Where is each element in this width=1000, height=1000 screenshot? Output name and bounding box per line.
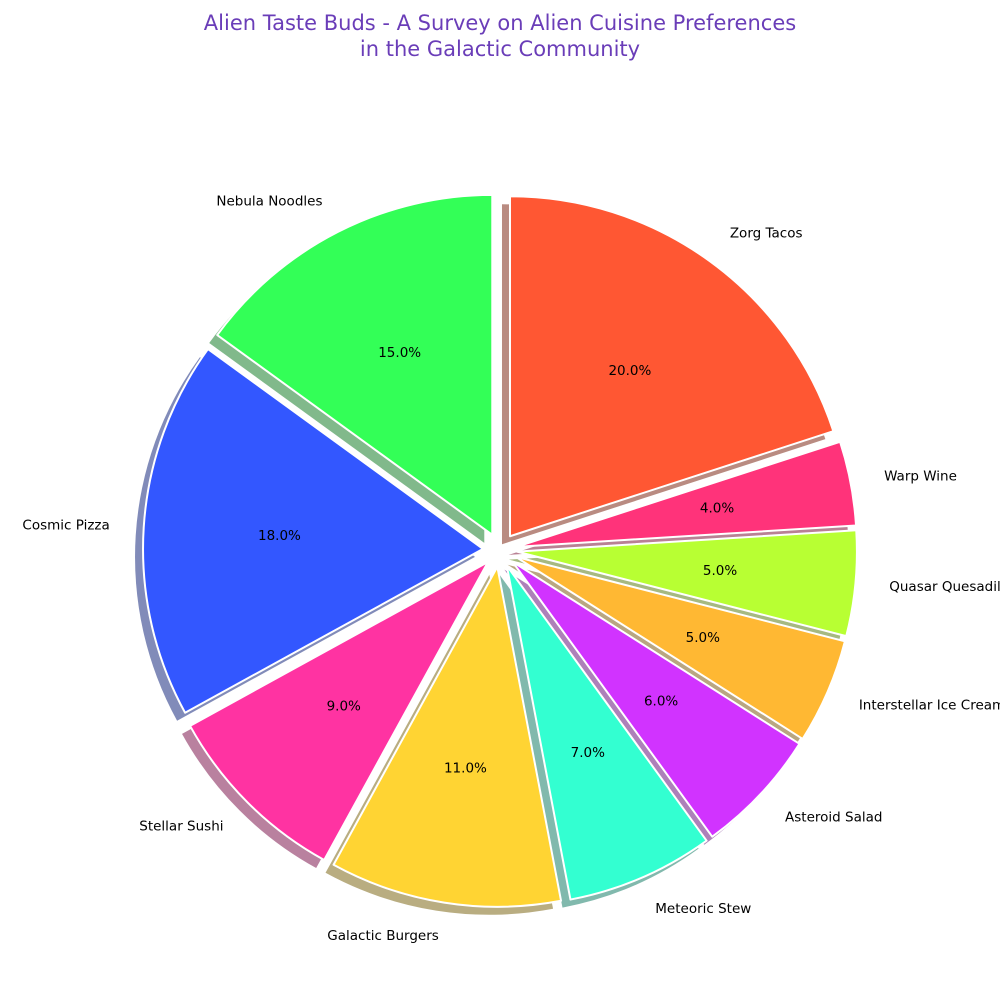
slice-label-meteoric-stew: Meteoric Stew — [655, 901, 751, 917]
slice-pct-stellar-sushi: 9.0% — [327, 698, 361, 714]
slice-label-cosmic-pizza: Cosmic Pizza — [22, 517, 109, 533]
chart-title: Alien Taste Buds - A Survey on Alien Cui… — [203, 11, 797, 61]
slice-label-quasar-quesadillas: Quasar Quesadillas — [889, 579, 1000, 595]
slice-label-nebula-noodles: Nebula Noodles — [216, 194, 322, 210]
slice-label-interstellar-ice-cream: Interstellar Ice Cream — [859, 697, 1000, 713]
slice-warp-wine — [515, 440, 858, 548]
slice-pct-zorg-tacos: 20.0% — [608, 363, 651, 379]
slice-stellar-sushi — [189, 561, 489, 861]
slice-label-stellar-sushi: Stellar Sushi — [139, 818, 223, 834]
slice-interstellar-ice-cream — [514, 555, 846, 740]
slice-labels: Zorg Tacos 20.0% Warp Wine 4.0% Quasar Quesa… — [22, 194, 1000, 945]
slice-pct-nebula-noodles: 15.0% — [378, 345, 421, 361]
slice-quasar-quesadillas — [515, 529, 858, 638]
slice-asteroid-salad — [511, 560, 801, 838]
slice-zorg-tacos — [508, 195, 835, 538]
slice-label-galactic-burgers: Galactic Burgers — [327, 928, 439, 944]
slice-pct-quasar-quesadillas: 5.0% — [703, 563, 737, 579]
slice-label-warp-wine: Warp Wine — [884, 469, 957, 485]
slice-pct-cosmic-pizza: 18.0% — [258, 528, 301, 544]
slice-pct-interstellar-ice-cream: 5.0% — [686, 630, 720, 646]
slice-nebula-noodles — [216, 193, 494, 536]
slice-label-asteroid-salad: Asteroid Salad — [785, 810, 882, 826]
slice-pct-asteroid-salad: 6.0% — [644, 693, 678, 709]
slice-galactic-burgers — [332, 565, 563, 908]
slices — [142, 193, 858, 908]
slice-cosmic-pizza — [142, 348, 485, 714]
slice-pct-meteoric-stew: 7.0% — [571, 745, 605, 761]
slice-meteoric-stew — [505, 564, 708, 901]
slice-pct-galactic-burgers: 11.0% — [444, 760, 487, 776]
slice-pct-warp-wine: 4.0% — [700, 501, 734, 517]
slice-label-zorg-tacos: Zorg Tacos — [730, 226, 803, 242]
